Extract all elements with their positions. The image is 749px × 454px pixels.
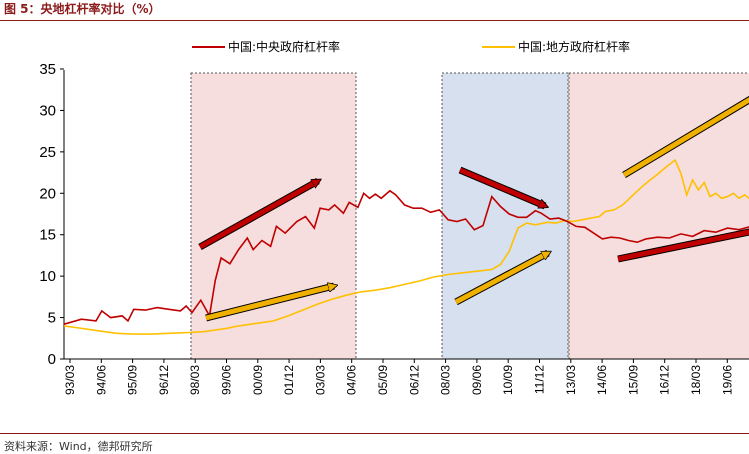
x-tick-label: 93/03 xyxy=(63,365,77,395)
series-local-government-line xyxy=(63,158,749,335)
x-tick-label: 95/09 xyxy=(126,365,140,395)
y-tick-label: 15 xyxy=(39,227,56,244)
x-tick-label: 09/06 xyxy=(470,365,484,395)
chart: 0 5 10 15 20 25 30 35 93/03 94/06 95/09 96/12 98/03… xyxy=(39,39,749,395)
trend-arrow-2-fill xyxy=(205,286,334,321)
x-tick-label: 00/09 xyxy=(251,365,265,395)
y-tick-label: 30 xyxy=(39,102,56,119)
y-tick-label: 20 xyxy=(39,185,56,202)
x-tick-label: 14/06 xyxy=(595,365,609,395)
bottom-rule xyxy=(0,433,749,434)
source-note: 资料来源：Wind，德邦研究所 xyxy=(4,440,153,453)
x-tick-label: 05/09 xyxy=(376,365,390,395)
y-tick-label: 25 xyxy=(39,144,56,161)
x-tick-label: 11/12 xyxy=(533,365,547,394)
y-tick-label: 5 xyxy=(48,310,56,327)
shaded-region-2 xyxy=(441,72,569,360)
x-tick-label: 04/06 xyxy=(345,365,359,395)
series-central-government-line xyxy=(63,189,749,325)
x-tick-label: 98/03 xyxy=(188,365,202,395)
x-tick-label: 16/12 xyxy=(658,365,672,395)
legend-central-label: 中国:中央政府杠杆率 xyxy=(228,39,340,54)
x-tick-label: 08/03 xyxy=(439,365,453,395)
x-tick-label: 94/06 xyxy=(94,365,108,395)
shaded-region-1 xyxy=(190,72,357,360)
trend-arrow-4-fill xyxy=(454,253,548,305)
top-rule xyxy=(0,20,749,21)
figure-title: 图 5：央地杠杆率对比（%） xyxy=(4,2,161,16)
x-tick-label: 18/03 xyxy=(689,365,703,395)
legend-local-label: 中国:地方政府杠杆率 xyxy=(518,39,630,54)
trend-arrow-3-fill xyxy=(459,167,545,206)
x-tick-label: 19/06 xyxy=(720,365,734,395)
x-tick-label: 13/03 xyxy=(564,365,578,395)
x-tick-label: 96/12 xyxy=(157,365,171,395)
x-tick-label: 15/09 xyxy=(626,365,640,395)
x-tick-label: 03/03 xyxy=(313,365,327,395)
y-ticks: 0 5 10 15 20 25 30 35 xyxy=(39,61,64,368)
y-tick-label: 35 xyxy=(39,61,56,78)
y-tick-label: 10 xyxy=(39,268,56,285)
trend-arrow-1-fill xyxy=(198,181,318,250)
x-ticks: 93/03 94/06 95/09 96/12 98/03 99/06 00/09 01/12… xyxy=(63,359,734,395)
y-tick-label: 0 xyxy=(48,351,56,368)
x-tick-label: 99/06 xyxy=(220,365,234,395)
x-tick-label: 06/12 xyxy=(407,365,421,395)
trend-arrow-5-fill xyxy=(622,97,749,178)
trend-arrow-6-fill xyxy=(617,229,749,262)
x-tick-label: 10/09 xyxy=(501,365,515,395)
x-tick-label: 01/12 xyxy=(282,365,296,395)
